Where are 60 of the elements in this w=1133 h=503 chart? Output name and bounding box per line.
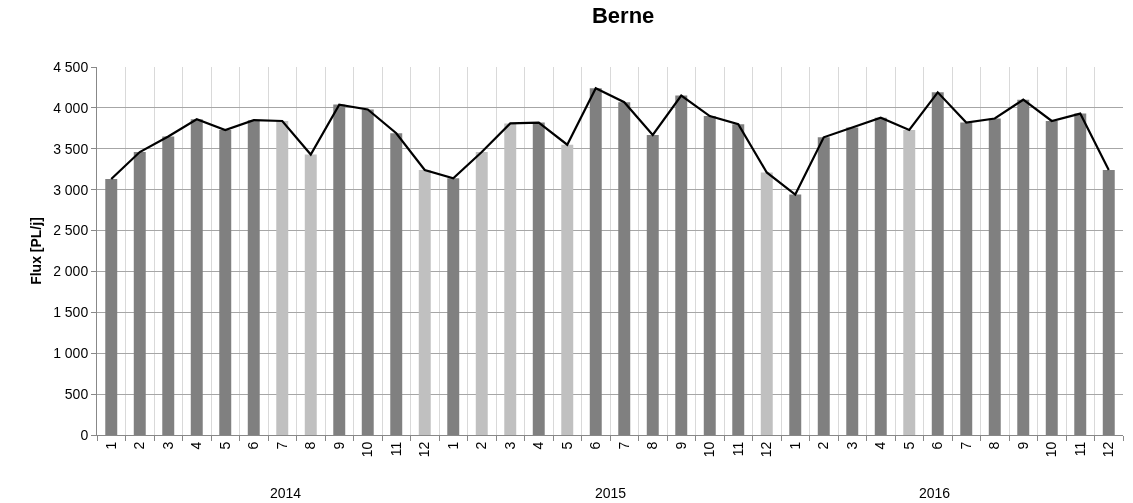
x-tick-label: 1 <box>102 441 119 450</box>
x-tick-label: 9 <box>672 441 689 450</box>
x-tick-label: 4 <box>530 441 547 450</box>
y-tick-label: 2 000 <box>53 263 89 280</box>
line-series <box>110 87 1110 196</box>
x-tick-label: 8 <box>644 441 661 450</box>
x-tick-label: 9 <box>1014 441 1031 450</box>
bar <box>304 154 317 435</box>
x-tick-label: 5 <box>216 441 233 450</box>
text: 2015 <box>595 485 627 501</box>
x-tick-label: 11 <box>729 441 746 457</box>
bar <box>475 152 488 435</box>
text: 2016 <box>919 485 951 501</box>
y-tick-label: 3 000 <box>53 181 89 198</box>
x-tick-label: 6 <box>587 441 604 450</box>
x-tick-label: 5 <box>900 441 917 450</box>
x-tick-label: 8 <box>986 441 1003 450</box>
x-tick-label: 3 <box>159 441 176 450</box>
x-tick-label: 7 <box>957 441 974 450</box>
y-tick-label: 1 000 <box>53 345 89 362</box>
x-tick-label: 4 <box>872 441 889 450</box>
x-tick-label: 8 <box>302 441 319 450</box>
x-tick-label: 7 <box>273 441 290 450</box>
bar <box>561 144 574 435</box>
x-tick-label: 4 <box>188 441 205 450</box>
x-tick-label: 3 <box>843 441 860 450</box>
y-tick-label: 3 500 <box>53 140 89 157</box>
text: 2014 <box>270 485 302 501</box>
x-tick-label: 1 <box>786 441 803 450</box>
x-tick-label: 11 <box>1071 441 1088 457</box>
y-axis-title: Flux [PL/j] <box>27 217 44 285</box>
bar <box>418 170 431 435</box>
x-tick-label: 10 <box>701 441 718 458</box>
x-tick-label: 6 <box>929 441 946 450</box>
x-tick-label: 6 <box>245 441 262 450</box>
x-tick-label: 10 <box>359 441 376 458</box>
bar <box>760 172 773 435</box>
y-tick-label: 500 <box>64 386 89 403</box>
bar <box>903 129 916 435</box>
y-tick-label: 4 500 <box>53 58 89 75</box>
x-tick-label: 2 <box>131 441 148 450</box>
x-tick-label: 12 <box>758 441 775 458</box>
x-tick-label: 11 <box>387 441 404 457</box>
x-tick-label: 3 <box>501 441 518 450</box>
x-tick-label: 5 <box>558 441 575 450</box>
x-tick-label: 2 <box>473 441 490 450</box>
x-tick-label: 12 <box>1100 441 1117 458</box>
bar <box>276 120 289 435</box>
x-tick-label: 12 <box>416 441 433 458</box>
x-tick-label: 1 <box>444 441 461 450</box>
y-tick-label: 0 <box>80 426 89 443</box>
y-tick-label: 1 500 <box>53 304 89 321</box>
x-tick-label: 9 <box>330 441 347 450</box>
x-tick-label: 2 <box>815 441 832 450</box>
y-tick-label: 2 500 <box>53 222 89 239</box>
y-tick-label: 4 000 <box>53 99 89 116</box>
x-tick-label: 10 <box>1043 441 1060 458</box>
x-tick-label: 7 <box>615 441 632 450</box>
chart-title: Berne <box>591 2 655 28</box>
bar <box>504 123 517 435</box>
